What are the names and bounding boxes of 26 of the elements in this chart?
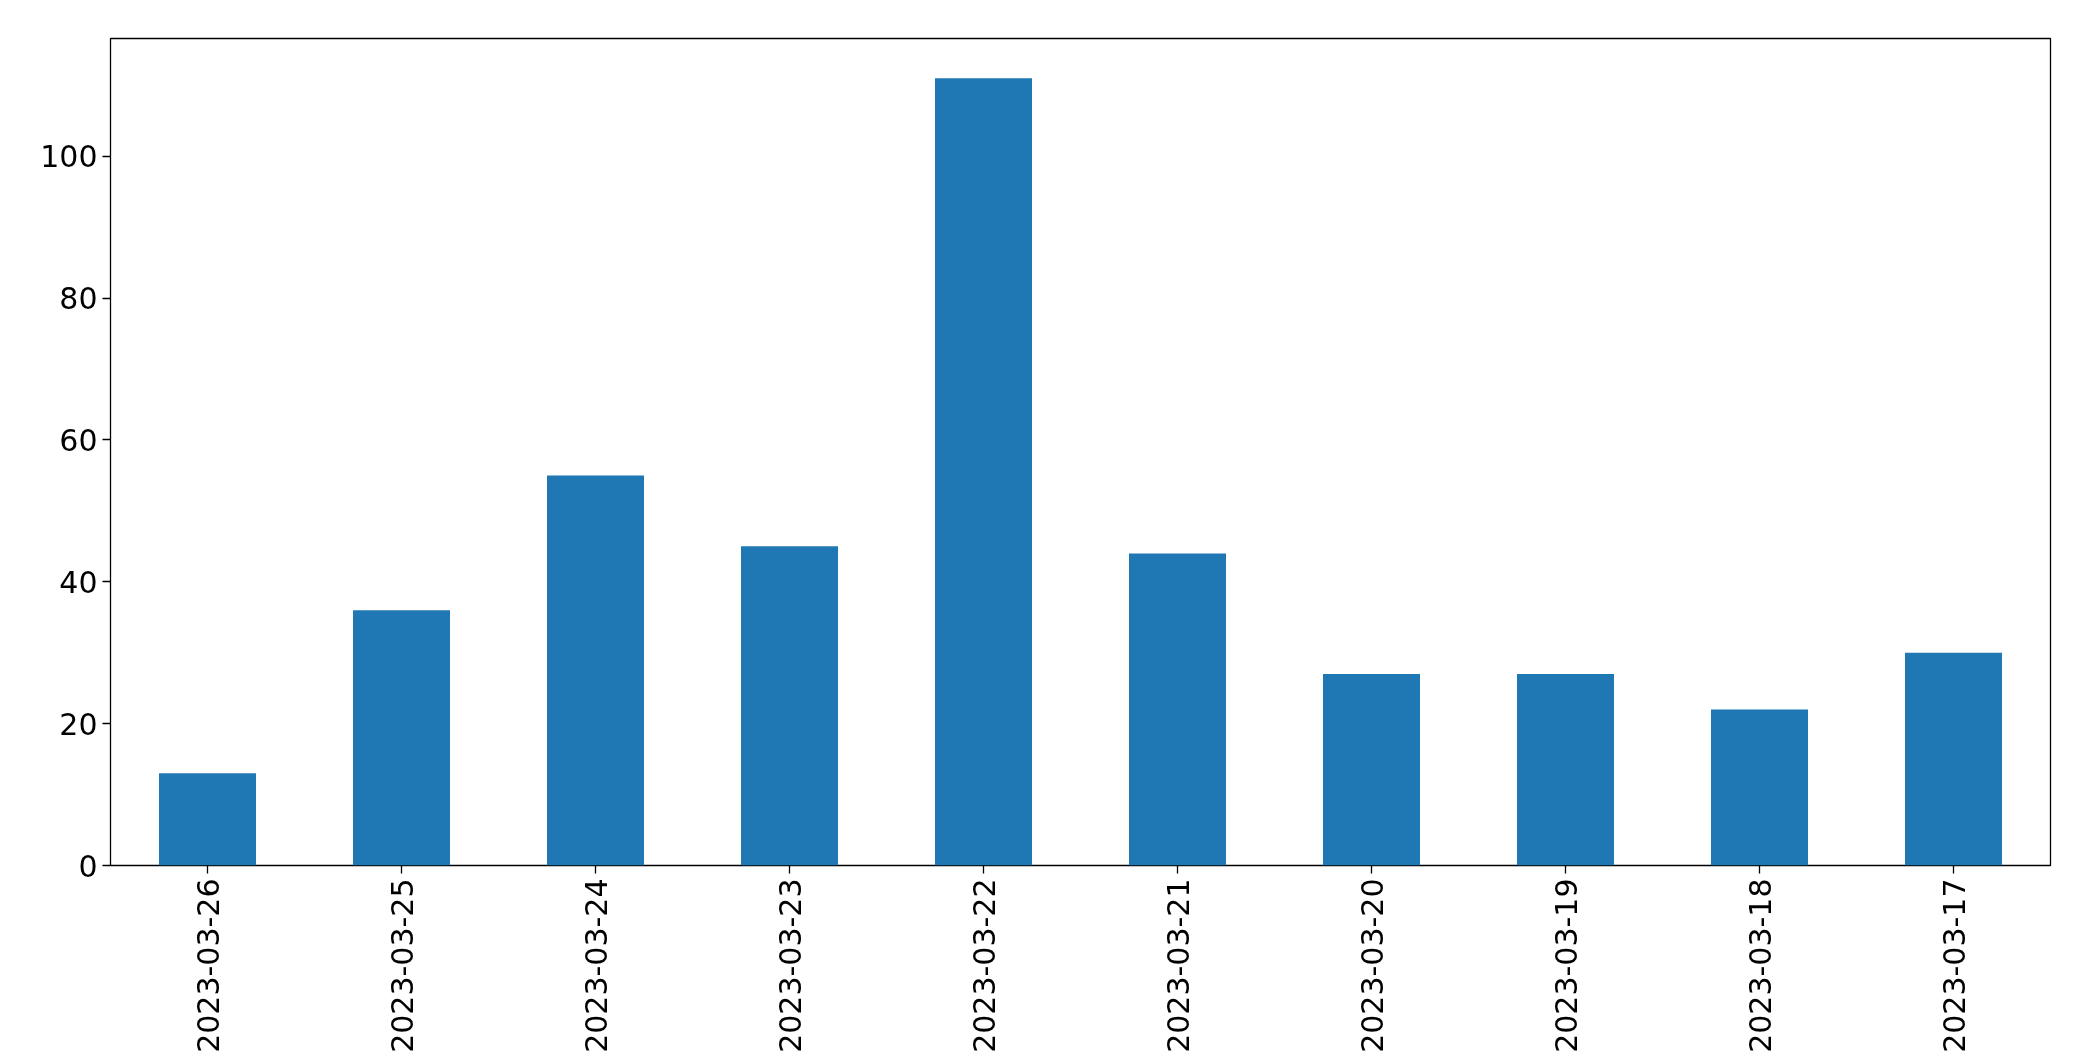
- x-tick-label: 2023-03-18: [1742, 878, 1778, 1053]
- x-tick-label: 2023-03-23: [772, 878, 808, 1053]
- bar: [159, 773, 256, 866]
- x-tick-label: 2023-03-22: [966, 878, 1002, 1053]
- x-tick-label: 2023-03-17: [1936, 878, 1972, 1053]
- bar: [1323, 674, 1420, 866]
- y-tick-label: 80: [59, 281, 98, 317]
- x-tick-label: 2023-03-20: [1354, 878, 1390, 1053]
- x-tick-label: 2023-03-24: [578, 878, 614, 1053]
- bar: [353, 610, 450, 866]
- bar: [741, 546, 838, 866]
- y-tick-label: 40: [59, 564, 98, 600]
- bar: [1129, 553, 1226, 866]
- y-tick-label: 20: [59, 706, 98, 742]
- y-tick-label: 60: [59, 422, 98, 458]
- x-tick-label: 2023-03-19: [1548, 878, 1584, 1053]
- y-tick-label: 100: [40, 139, 98, 175]
- bar: [935, 78, 1032, 866]
- bar: [1711, 709, 1808, 866]
- bar: [1905, 652, 2002, 866]
- x-tick-label: 2023-03-25: [384, 878, 420, 1053]
- x-tick-label: 2023-03-26: [190, 878, 226, 1053]
- x-tick-label: 2023-03-21: [1160, 878, 1196, 1053]
- y-tick-label: 0: [78, 848, 98, 884]
- bar: [1517, 674, 1614, 866]
- bar: [547, 475, 644, 866]
